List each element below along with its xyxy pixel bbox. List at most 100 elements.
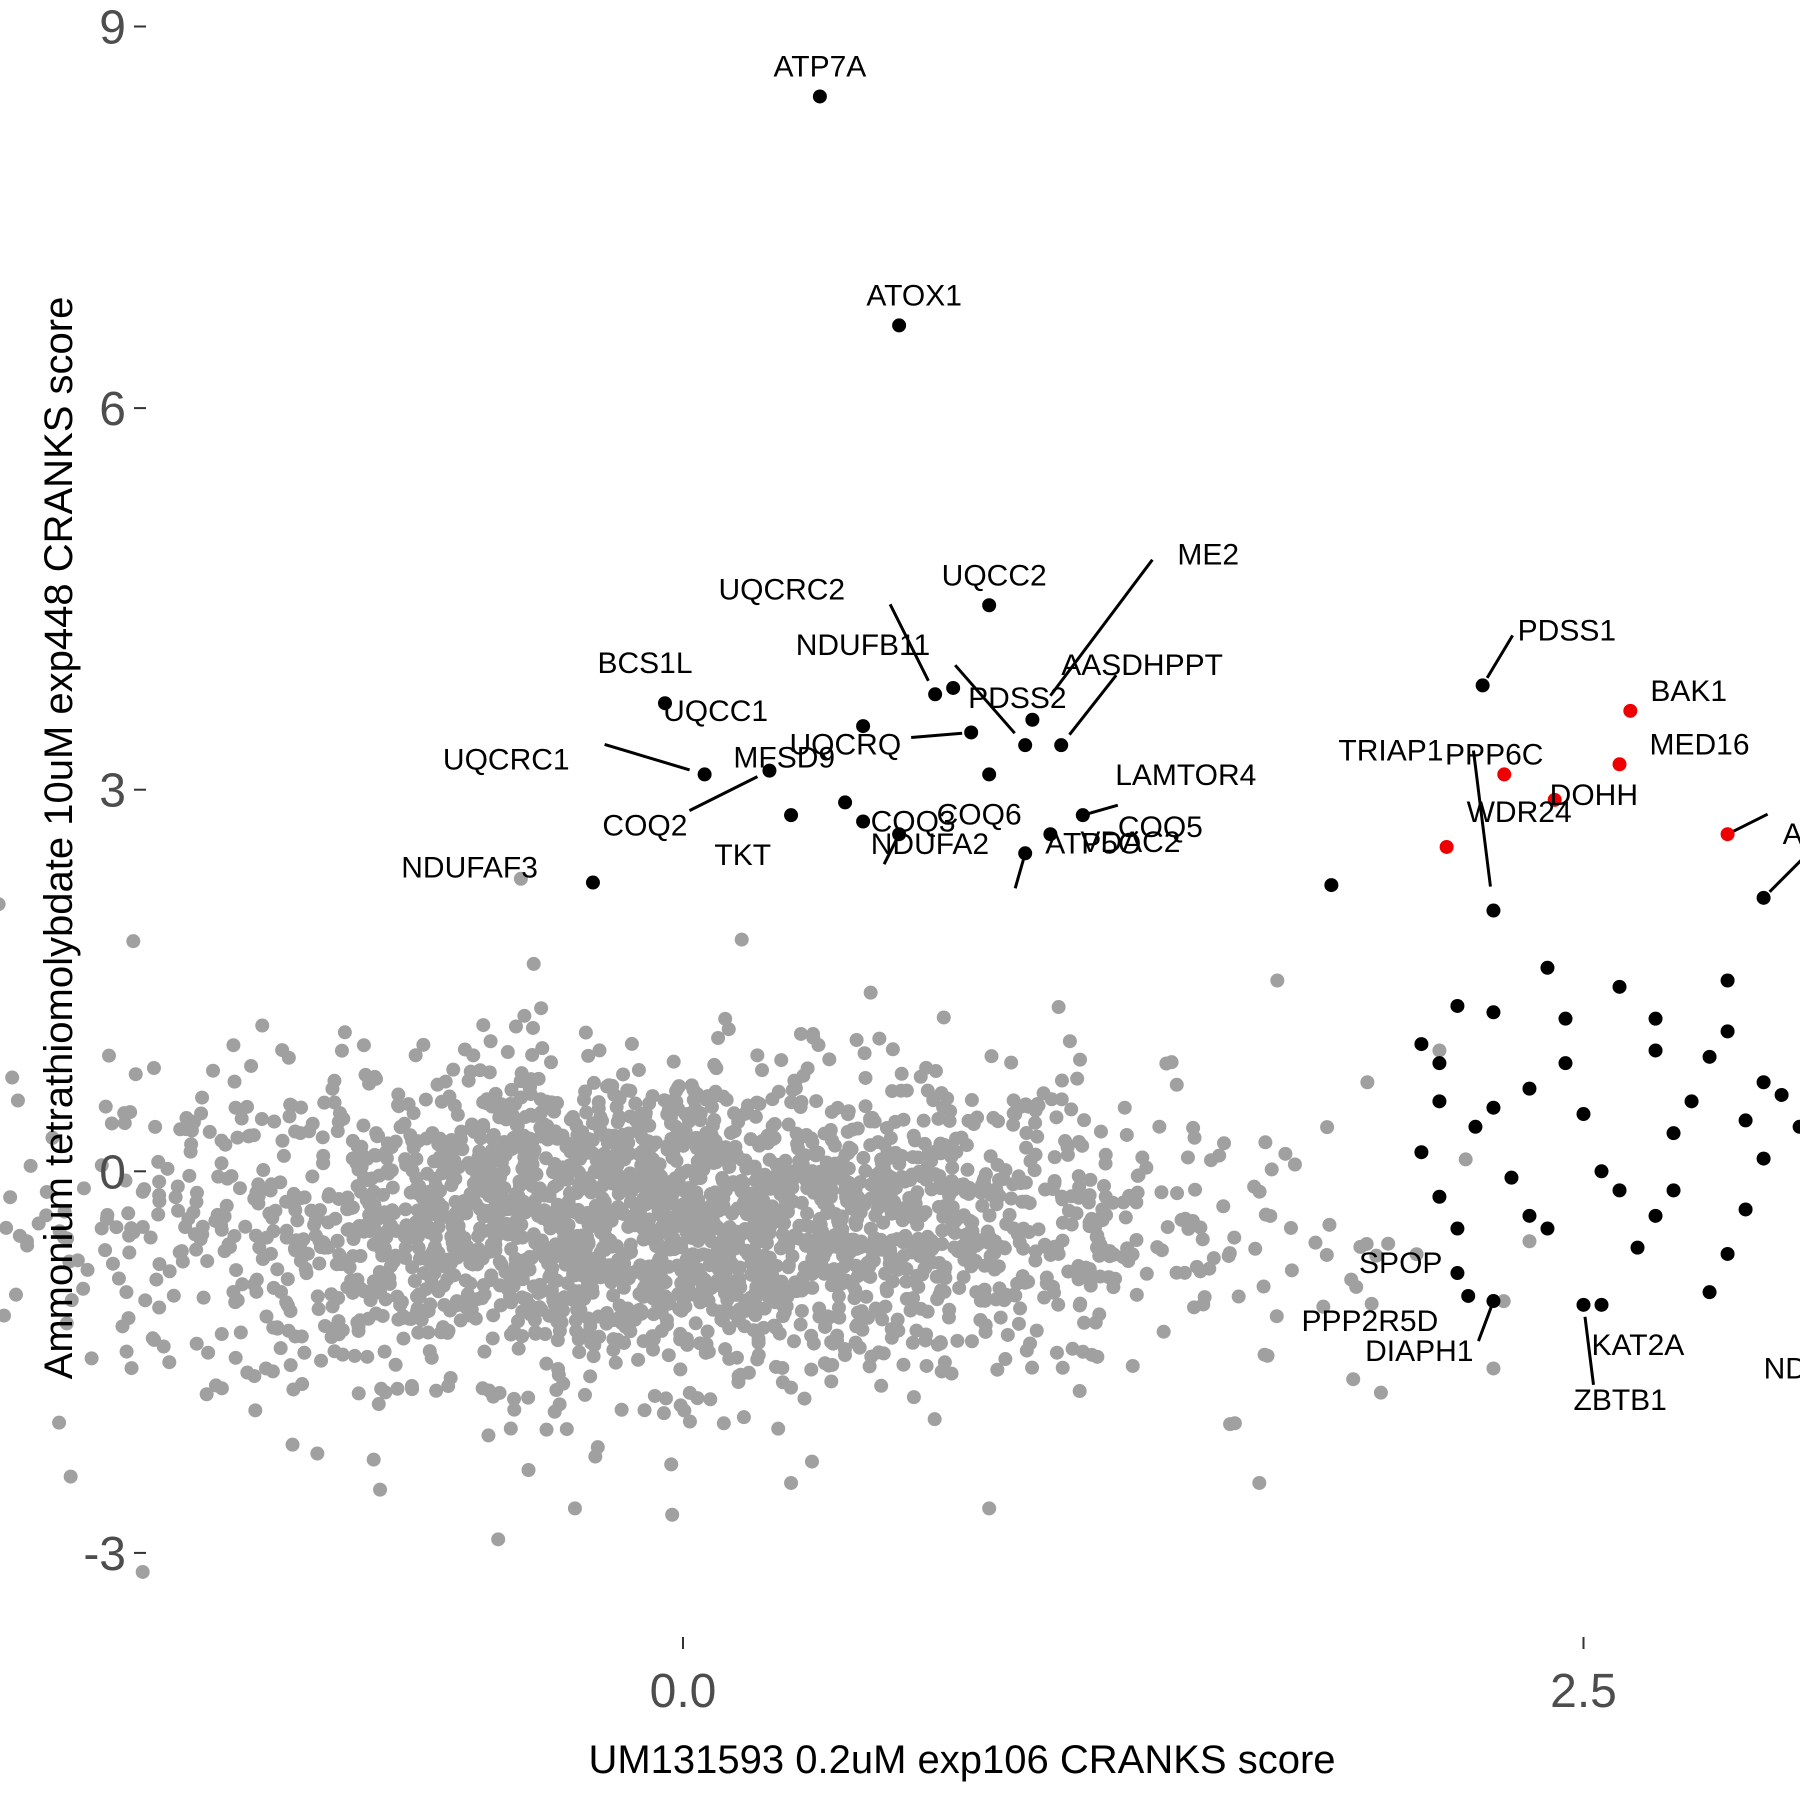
background-point <box>464 1161 479 1176</box>
label-tkt: TKT <box>714 839 771 872</box>
background-point <box>856 1150 871 1165</box>
background-point <box>964 1334 979 1349</box>
label-uqcrq: UQCRQ <box>789 728 901 761</box>
background-point <box>755 1063 770 1078</box>
leader-line-ndufa2 <box>882 838 899 865</box>
background-point <box>671 1080 686 1095</box>
background-point <box>524 1142 539 1157</box>
background-point <box>637 1403 652 1418</box>
background-point <box>571 1284 586 1299</box>
background-point <box>704 1099 719 1114</box>
background-point <box>1029 1323 1044 1338</box>
background-point <box>385 1180 400 1195</box>
background-point <box>393 1120 408 1135</box>
background-point <box>105 1256 120 1271</box>
background-point <box>714 1312 729 1327</box>
leader-line-pdss1 <box>1485 634 1514 679</box>
background-point <box>240 1099 255 1114</box>
background-point <box>921 1145 936 1160</box>
background-point <box>325 1299 340 1314</box>
highlighted-point <box>1450 998 1465 1013</box>
label-mfsd9: MFSD9 <box>733 741 835 774</box>
background-point <box>484 1271 499 1286</box>
background-point <box>964 1093 979 1108</box>
background-point <box>327 1344 342 1359</box>
background-point <box>156 1339 171 1354</box>
point-dohh <box>1547 792 1562 807</box>
background-point <box>1125 1358 1140 1373</box>
background-point <box>858 1070 873 1085</box>
background-point <box>595 1167 610 1182</box>
background-point <box>506 1323 521 1338</box>
background-point <box>1078 1260 1093 1275</box>
background-point <box>1178 1211 1193 1226</box>
background-point <box>518 1205 533 1220</box>
background-point <box>928 1167 943 1182</box>
background-point <box>475 1381 490 1396</box>
background-point <box>353 1219 368 1234</box>
background-point <box>199 1387 214 1402</box>
background-point <box>376 1242 391 1257</box>
background-point <box>1227 1230 1242 1245</box>
background-point <box>166 1288 181 1303</box>
background-point <box>1231 1289 1246 1304</box>
background-point <box>595 1191 610 1206</box>
background-point <box>360 1173 375 1188</box>
background-point <box>623 1083 638 1098</box>
background-point <box>288 1243 303 1258</box>
background-point <box>621 1126 636 1141</box>
background-point <box>145 1331 160 1346</box>
background-point <box>700 1283 715 1298</box>
background-point <box>817 1266 832 1281</box>
background-point <box>891 1323 906 1338</box>
background-point <box>256 1251 271 1266</box>
background-point <box>1116 1195 1131 1210</box>
background-point <box>137 1182 152 1197</box>
highlighted-point <box>1720 973 1735 988</box>
background-point <box>937 1199 952 1214</box>
label-ppp2r5d: PPP2R5D <box>1302 1305 1439 1338</box>
background-point <box>0 1308 11 1323</box>
background-point <box>686 1082 701 1097</box>
background-point <box>214 1222 229 1237</box>
point-coq5 <box>1075 808 1090 823</box>
background-point <box>948 1225 963 1240</box>
background-point <box>974 1185 989 1200</box>
background-point <box>926 1240 941 1255</box>
background-point <box>84 1351 99 1366</box>
background-point <box>868 1208 883 1223</box>
background-point <box>305 1169 320 1184</box>
background-point <box>1093 1124 1108 1139</box>
background-point <box>1187 1130 1202 1145</box>
background-point <box>178 1220 193 1235</box>
background-point <box>506 1140 521 1155</box>
background-point <box>724 1257 739 1272</box>
background-point <box>258 1361 273 1376</box>
background-point <box>1064 1102 1079 1117</box>
background-point <box>565 1254 580 1269</box>
background-point <box>1202 1261 1217 1276</box>
background-point <box>662 1242 677 1257</box>
background-point <box>1252 1475 1267 1490</box>
highlighted-point <box>1648 1208 1663 1223</box>
background-point <box>354 1159 369 1174</box>
highlighted-point <box>1702 1049 1717 1064</box>
background-point <box>614 1147 629 1162</box>
highlighted-point <box>1756 1151 1771 1166</box>
background-point <box>1006 1117 1021 1132</box>
background-point <box>716 1416 731 1431</box>
point-ccdc101 <box>1756 890 1771 905</box>
background-point <box>398 1202 413 1217</box>
background-point <box>610 1332 625 1347</box>
background-point <box>960 1162 975 1177</box>
background-point <box>80 1262 95 1277</box>
background-point <box>610 1115 625 1130</box>
background-point <box>98 1243 113 1258</box>
background-point <box>838 1163 853 1178</box>
leader-line-zbtb1 <box>1583 1316 1595 1386</box>
background-point <box>805 1280 820 1295</box>
background-point <box>579 1105 594 1120</box>
background-point <box>1051 1297 1066 1312</box>
background-point <box>151 1207 166 1222</box>
background-point <box>124 1361 139 1376</box>
